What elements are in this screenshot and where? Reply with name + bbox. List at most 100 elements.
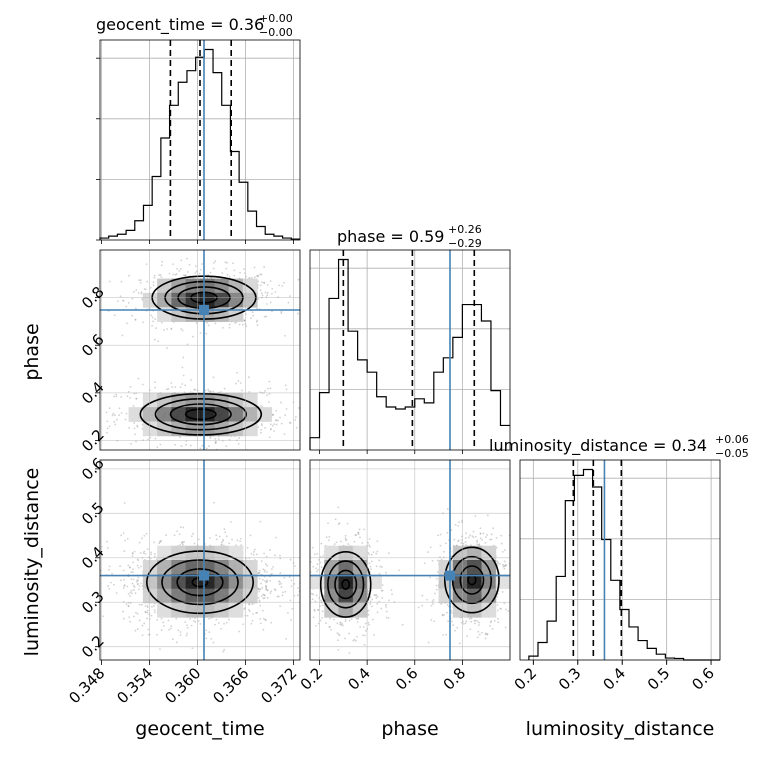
sample-point — [313, 610, 316, 612]
sample-point — [320, 566, 323, 569]
sample-point — [280, 401, 282, 404]
sample-point — [495, 536, 498, 539]
sample-point — [265, 303, 268, 305]
sample-point — [476, 543, 479, 546]
sample-point — [54, 397, 56, 399]
sample-point — [490, 620, 493, 623]
sample-point — [380, 589, 383, 592]
sample-point — [441, 613, 444, 616]
sample-point — [265, 580, 268, 583]
sample-point — [243, 319, 246, 322]
sample-point — [500, 542, 503, 545]
sample-point — [252, 553, 255, 556]
sample-point — [215, 441, 217, 443]
sample-point — [135, 289, 138, 291]
sample-point — [476, 541, 478, 543]
sample-point — [122, 586, 125, 589]
sample-point — [248, 276, 251, 279]
sample-point — [479, 532, 482, 535]
xtick-label-luminosity_distance-3: 0.5 — [644, 664, 674, 694]
sample-point — [214, 437, 217, 440]
sample-point — [257, 572, 260, 574]
sample-point — [465, 532, 468, 535]
contour-luminosity_distance_vs_geocent_time-mode0-level0 — [146, 550, 255, 615]
sample-point — [120, 579, 122, 582]
sample-point — [364, 622, 367, 625]
density-bin — [157, 560, 172, 575]
sample-point — [138, 585, 141, 588]
sample-point — [146, 548, 149, 550]
sample-point — [137, 576, 140, 579]
sample-point — [497, 561, 499, 564]
sample-point — [279, 605, 282, 608]
sample-point — [385, 616, 388, 619]
sample-point — [134, 307, 137, 310]
sample-point — [315, 594, 318, 597]
sample-point — [503, 560, 506, 563]
sample-point — [236, 371, 238, 374]
sample-point — [453, 538, 456, 541]
sample-point — [208, 617, 210, 620]
sample-point — [186, 624, 188, 627]
sample-point — [347, 543, 350, 545]
sample-point — [264, 390, 266, 392]
ytick-label-phase-0: 0.2 — [78, 426, 108, 456]
sample-point — [123, 502, 126, 504]
sample-point — [184, 384, 187, 387]
sample-point — [260, 429, 263, 431]
sample-point — [127, 593, 130, 595]
sample-point — [379, 565, 382, 568]
sample-point — [190, 379, 192, 381]
sample-point — [472, 530, 475, 533]
density-bin — [228, 574, 244, 590]
sample-point — [296, 610, 298, 612]
sample-point — [184, 451, 186, 453]
sample-point — [502, 565, 505, 568]
sample-point — [319, 619, 322, 622]
sample-point — [137, 566, 140, 569]
sample-point — [228, 618, 230, 621]
sample-point — [128, 616, 131, 619]
sample-point — [108, 587, 111, 590]
sample-point — [303, 600, 305, 602]
density-bin — [214, 278, 230, 294]
sample-point — [369, 565, 372, 568]
sample-point — [265, 619, 267, 622]
density-bin — [171, 407, 187, 422]
sample-point — [118, 414, 121, 417]
sample-point — [139, 552, 142, 554]
sample-point — [132, 561, 135, 564]
sample-point — [106, 540, 108, 543]
sample-point — [182, 374, 185, 377]
sample-point — [501, 591, 504, 593]
sample-point — [465, 620, 468, 623]
sample-point — [362, 626, 365, 628]
sample-point — [220, 544, 223, 546]
sample-point — [341, 622, 344, 625]
sample-point — [113, 314, 116, 317]
sample-point — [109, 581, 112, 584]
sample-point — [471, 535, 474, 538]
sample-point — [117, 300, 119, 303]
sample-point — [271, 568, 273, 571]
sample-point — [208, 445, 210, 448]
sample-point — [133, 615, 135, 618]
sample-point — [258, 590, 261, 593]
sample-point — [444, 542, 447, 545]
sample-point — [153, 276, 156, 279]
sample-point — [476, 539, 478, 542]
sample-point — [136, 612, 139, 615]
sample-point — [250, 622, 253, 625]
density-bin — [142, 574, 158, 590]
sample-point — [381, 584, 384, 586]
density-bin — [310, 574, 325, 590]
sample-point — [265, 588, 267, 591]
sample-point — [485, 536, 487, 539]
sample-point — [174, 443, 177, 446]
sample-point — [269, 280, 272, 283]
sample-point — [209, 390, 212, 393]
sample-point — [251, 603, 254, 606]
density-bin — [481, 602, 497, 618]
sample-point — [138, 279, 141, 281]
sample-point — [186, 257, 188, 260]
